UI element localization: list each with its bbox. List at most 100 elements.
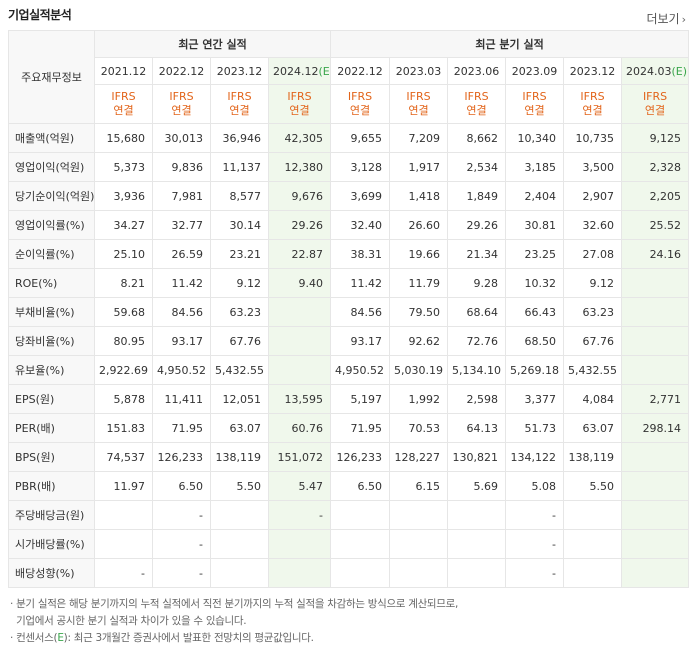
table-cell: 72.76 bbox=[447, 326, 507, 356]
table-cell: 10,735 bbox=[563, 123, 623, 153]
table-cell: 8,577 bbox=[210, 181, 269, 211]
table-cell: 59.68 bbox=[94, 297, 153, 327]
table-cell bbox=[389, 500, 449, 530]
table-cell: 138,119 bbox=[210, 442, 269, 472]
table-cell: 9,836 bbox=[152, 152, 211, 182]
table-cell: 1,849 bbox=[447, 181, 507, 211]
table-cell bbox=[210, 500, 269, 530]
table-cell: - bbox=[267, 500, 332, 530]
table-cell bbox=[621, 326, 690, 356]
table-cell: 2,907 bbox=[563, 181, 623, 211]
row-label: 부채비율(%) bbox=[8, 297, 95, 327]
table-cell bbox=[447, 529, 507, 559]
table-cell bbox=[621, 500, 690, 530]
table-cell bbox=[621, 268, 690, 298]
table-cell: 51.73 bbox=[505, 413, 565, 443]
table-cell: 32.77 bbox=[152, 210, 211, 240]
row-label: 순이익률(%) bbox=[8, 239, 95, 269]
table-cell: 3,500 bbox=[563, 152, 623, 182]
table-cell: 1,418 bbox=[389, 181, 449, 211]
footnote-1: · 분기 실적은 해당 분기까지의 누적 실적에서 직전 분기까지의 누적 실적… bbox=[10, 598, 459, 610]
table-cell: 5.08 bbox=[505, 471, 565, 501]
table-cell: 63.23 bbox=[210, 297, 269, 327]
table-cell: 68.64 bbox=[447, 297, 507, 327]
table-cell: 5,134.10 bbox=[447, 355, 507, 385]
table-cell: 29.26 bbox=[447, 210, 507, 240]
row-label: 영업이익(억원) bbox=[8, 152, 95, 182]
row-label: BPS(원) bbox=[8, 442, 95, 472]
table-cell bbox=[621, 442, 690, 472]
table-cell: 5.50 bbox=[210, 471, 269, 501]
table-cell: 8.21 bbox=[94, 268, 153, 298]
ifrs-badge: IFRS 연결 bbox=[389, 84, 449, 124]
table-cell: 32.60 bbox=[563, 210, 623, 240]
footnotes: · 분기 실적은 해당 분기까지의 누적 실적에서 직전 분기까지의 누적 실적… bbox=[10, 596, 458, 647]
table-cell: 71.95 bbox=[152, 413, 211, 443]
table-row: EPS(원) 5,878 11,411 12,051 13,595 5,197 1,992 2… bbox=[8, 384, 690, 414]
period-header: 2022.12 bbox=[152, 57, 211, 85]
table-cell: 84.56 bbox=[152, 297, 211, 327]
ifrs-badge: IFRS 연결 bbox=[621, 84, 690, 124]
table-cell: 26.60 bbox=[389, 210, 449, 240]
period-header: 2023.12 bbox=[210, 57, 269, 85]
table-cell: 11.42 bbox=[330, 268, 391, 298]
table-cell: 68.50 bbox=[505, 326, 565, 356]
table-cell: 126,233 bbox=[152, 442, 211, 472]
footnote-2: 기업에서 공시한 분기 실적과 차이가 있을 수 있습니다. bbox=[10, 615, 247, 627]
row-label: 시가배당률(%) bbox=[8, 529, 95, 559]
table-cell bbox=[94, 529, 153, 559]
table-row: BPS(원) 74,537 126,233 138,119 151,072 126,233… bbox=[8, 442, 690, 472]
more-link[interactable]: 더보기 › bbox=[646, 10, 686, 27]
ifrs-badge: IFRS 연결 bbox=[505, 84, 565, 124]
table-cell: 8,662 bbox=[447, 123, 507, 153]
table-cell: 3,185 bbox=[505, 152, 565, 182]
ifrs-badge: IFRS 연결 bbox=[210, 84, 269, 124]
table-cell: 6.50 bbox=[152, 471, 211, 501]
row-label: 당좌비율(%) bbox=[8, 326, 95, 356]
table-cell: 25.10 bbox=[94, 239, 153, 269]
table-cell bbox=[210, 558, 269, 588]
table-cell bbox=[389, 529, 449, 559]
table-cell: 7,981 bbox=[152, 181, 211, 211]
footnote-3: · 컨센서스(E): 최근 3개월간 증권사에서 발표한 전망치의 평균값입니다… bbox=[10, 632, 314, 644]
table-cell: 2,771 bbox=[621, 384, 690, 414]
quarter-group-header: 최근 분기 실적 bbox=[330, 30, 690, 58]
table-cell: 22.87 bbox=[267, 239, 332, 269]
table-cell: 70.53 bbox=[389, 413, 449, 443]
table-cell: 2,598 bbox=[447, 384, 507, 414]
table-cell: 9,125 bbox=[621, 123, 690, 153]
period-header: 2023.03 bbox=[389, 57, 449, 85]
table-row: 시가배당률(%) - - bbox=[8, 529, 690, 559]
table-cell: 1,917 bbox=[389, 152, 449, 182]
table-cell bbox=[621, 529, 690, 559]
table-cell: 10.32 bbox=[505, 268, 565, 298]
table-cell bbox=[563, 558, 623, 588]
table-row: 영업이익(억원) 5,373 9,836 11,137 12,380 3,128 1,917… bbox=[8, 152, 690, 182]
table-cell: 11.42 bbox=[152, 268, 211, 298]
table-row: 주당배당금(원) - - - bbox=[8, 500, 690, 530]
table-cell: 5,269.18 bbox=[505, 355, 565, 385]
row-label: 유보율(%) bbox=[8, 355, 95, 385]
table-cell: 11.79 bbox=[389, 268, 449, 298]
ifrs-badge: IFRS 연결 bbox=[152, 84, 211, 124]
table-cell: 67.76 bbox=[210, 326, 269, 356]
table-cell: 130,821 bbox=[447, 442, 507, 472]
row-label: ROE(%) bbox=[8, 268, 95, 298]
table-cell: 9.40 bbox=[267, 268, 332, 298]
row-label: 배당성향(%) bbox=[8, 558, 95, 588]
row-label: 주당배당금(원) bbox=[8, 500, 95, 530]
table-cell: 134,122 bbox=[505, 442, 565, 472]
table-cell bbox=[389, 558, 449, 588]
table-cell: 5,030.19 bbox=[389, 355, 449, 385]
section-title: 기업실적분석 bbox=[8, 8, 72, 22]
table-cell: 5,432.55 bbox=[563, 355, 623, 385]
table-cell: 4,084 bbox=[563, 384, 623, 414]
row-label: 당기순이익(억원) bbox=[8, 181, 95, 211]
table-cell: 10,340 bbox=[505, 123, 565, 153]
table-cell bbox=[621, 297, 690, 327]
table-cell: 29.26 bbox=[267, 210, 332, 240]
table-cell: 15,680 bbox=[94, 123, 153, 153]
table-cell: 2,205 bbox=[621, 181, 690, 211]
table-cell: 138,119 bbox=[563, 442, 623, 472]
table-row: 유보율(%) 2,922.69 4,950.52 5,432.55 4,950.52 5,… bbox=[8, 355, 690, 385]
